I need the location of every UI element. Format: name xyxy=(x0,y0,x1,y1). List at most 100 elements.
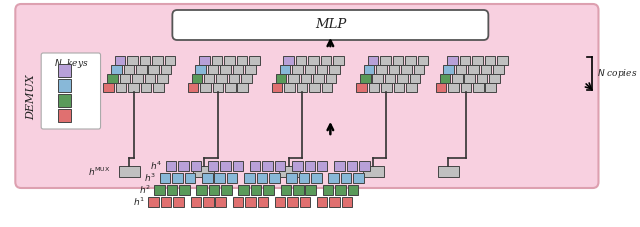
Bar xyxy=(335,185,346,195)
Bar xyxy=(417,56,428,65)
Bar xyxy=(244,173,255,183)
Bar xyxy=(148,65,159,74)
Text: $h^1$: $h^1$ xyxy=(132,196,145,208)
Bar xyxy=(461,83,471,92)
Bar xyxy=(166,185,177,195)
Bar xyxy=(200,83,211,92)
Bar xyxy=(397,74,408,83)
Text: $h^{\mathrm{MUX}}$: $h^{\mathrm{MUX}}$ xyxy=(88,165,110,178)
FancyBboxPatch shape xyxy=(172,10,488,40)
Bar xyxy=(208,161,218,171)
Bar xyxy=(317,197,328,207)
Bar xyxy=(166,161,176,171)
Bar xyxy=(452,74,463,83)
Bar xyxy=(262,161,273,171)
Bar xyxy=(490,74,500,83)
Bar xyxy=(239,185,249,195)
Text: $h^2$: $h^2$ xyxy=(138,184,150,196)
Bar xyxy=(305,185,316,195)
Bar xyxy=(486,83,496,92)
Bar xyxy=(224,56,235,65)
Bar xyxy=(326,74,336,83)
Bar xyxy=(334,161,345,171)
Bar xyxy=(58,109,71,122)
Bar xyxy=(392,56,403,65)
Bar xyxy=(136,65,147,74)
Bar xyxy=(160,173,170,183)
Bar xyxy=(216,74,227,83)
Bar xyxy=(447,56,458,65)
Bar xyxy=(376,65,387,74)
Bar xyxy=(321,56,332,65)
Bar xyxy=(179,185,189,195)
Bar xyxy=(287,197,298,207)
Bar xyxy=(276,74,286,83)
Text: $N$ copies: $N$ copies xyxy=(596,67,637,80)
Bar xyxy=(481,65,492,74)
Bar xyxy=(241,74,252,83)
Bar xyxy=(406,83,417,92)
Bar xyxy=(311,173,322,183)
Bar xyxy=(388,65,399,74)
Bar xyxy=(193,166,214,177)
Bar xyxy=(275,197,285,207)
Bar xyxy=(292,65,303,74)
Bar xyxy=(280,65,290,74)
Bar xyxy=(116,83,126,92)
Bar xyxy=(284,56,294,65)
Bar xyxy=(212,83,223,92)
Bar xyxy=(191,197,201,207)
Bar xyxy=(209,185,220,195)
Bar xyxy=(237,56,247,65)
Bar xyxy=(152,56,163,65)
Bar xyxy=(196,185,207,195)
Bar xyxy=(456,65,467,74)
Bar xyxy=(347,161,357,171)
Bar xyxy=(322,83,332,92)
Bar xyxy=(257,197,268,207)
Bar xyxy=(448,83,459,92)
Bar xyxy=(348,185,358,195)
Text: $h^3$: $h^3$ xyxy=(144,172,156,184)
Bar xyxy=(368,56,378,65)
Bar xyxy=(157,74,168,83)
Bar xyxy=(484,56,495,65)
Bar xyxy=(141,83,151,92)
Bar xyxy=(108,74,118,83)
Bar xyxy=(477,74,488,83)
Bar xyxy=(436,83,446,92)
Bar xyxy=(220,65,231,74)
Bar xyxy=(364,65,374,74)
Bar xyxy=(468,65,479,74)
Bar xyxy=(251,185,261,195)
Bar xyxy=(233,197,243,207)
Bar xyxy=(309,83,320,92)
Bar xyxy=(284,83,295,92)
Text: DEMUX: DEMUX xyxy=(27,74,36,120)
Bar xyxy=(308,56,319,65)
Bar xyxy=(272,83,282,92)
Bar xyxy=(385,74,396,83)
Bar xyxy=(58,64,71,77)
Bar xyxy=(381,83,392,92)
Bar xyxy=(199,56,210,65)
Bar xyxy=(460,56,470,65)
Bar xyxy=(237,83,248,92)
Bar xyxy=(148,197,159,207)
Bar xyxy=(323,185,333,195)
Bar xyxy=(203,197,214,207)
Bar xyxy=(249,56,259,65)
Bar xyxy=(140,56,150,65)
Bar xyxy=(401,65,412,74)
Bar xyxy=(292,161,303,171)
Bar xyxy=(111,65,122,74)
Bar xyxy=(359,161,370,171)
Bar xyxy=(288,74,299,83)
Bar xyxy=(58,79,71,92)
Bar xyxy=(191,74,202,83)
Bar xyxy=(444,65,454,74)
Bar xyxy=(195,65,206,74)
Bar xyxy=(128,83,139,92)
Bar xyxy=(296,56,307,65)
Bar xyxy=(363,166,384,177)
